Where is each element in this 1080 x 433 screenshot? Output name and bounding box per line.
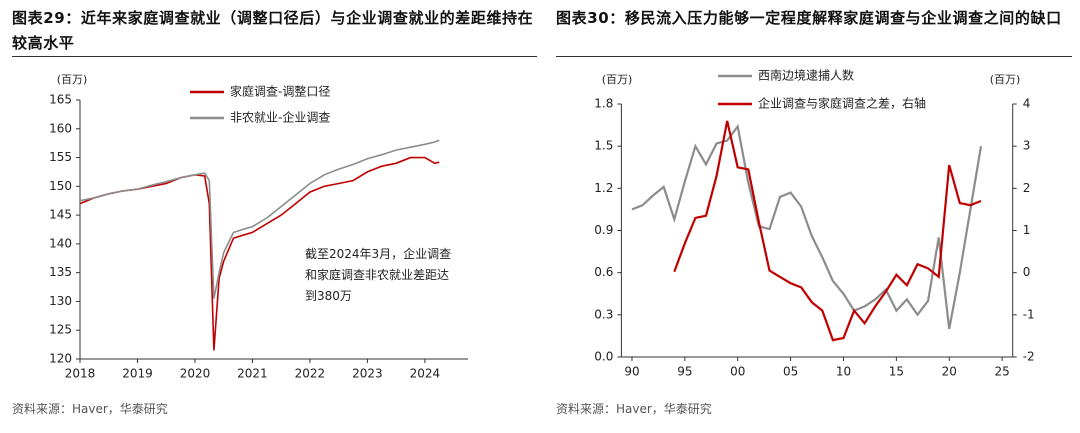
y-tick-label: 0.0 — [594, 350, 613, 364]
y2-tick-label: 1 — [1023, 223, 1031, 237]
x-tick-label: 20 — [942, 365, 957, 379]
x-tick-label: 2021 — [237, 367, 268, 381]
y-tick-label: 1.5 — [594, 139, 613, 153]
y2-axis-unit: (百万) — [990, 73, 1021, 86]
annotation: 截至2024年3月，企业调查和家庭调查非农就业差距达到380万 — [305, 247, 452, 303]
legend-label: 企业调查与家庭调查之差，右轴 — [758, 96, 926, 111]
y-tick-label: 160 — [49, 121, 72, 135]
source: 资料来源：Haver，华泰研究 — [556, 402, 712, 416]
y-axis-unit: (百万) — [602, 73, 633, 86]
y-tick-label: 0.9 — [594, 223, 613, 237]
chart-title: 图表29：近年来家庭调查就业（调整口径后）与企业调查就业的差距维持在较高水平 — [12, 6, 537, 57]
y-tick-label: 0.3 — [594, 307, 613, 321]
x-tick-label: 10 — [836, 365, 851, 379]
series-line — [631, 123, 983, 330]
series-line — [79, 156, 440, 351]
x-tick-label: 15 — [889, 365, 904, 379]
y2-tick-label: -1 — [1023, 307, 1035, 321]
x-tick-label: 2023 — [352, 367, 383, 381]
legend-label: 非农就业-企业调查 — [230, 110, 330, 125]
x-tick-label: 05 — [783, 365, 798, 379]
legend-label: 家庭调查-调整口径 — [230, 84, 330, 99]
y2-tick-label: 0 — [1023, 265, 1031, 279]
y-tick-label: 120 — [49, 352, 72, 366]
legend-label: 西南边境逮捕人数 — [758, 68, 854, 83]
source: 资料来源：Haver，华泰研究 — [12, 402, 168, 416]
x-tick-label: 25 — [994, 365, 1009, 379]
y-axis-unit: (百万) — [57, 73, 88, 86]
y-tick-label: 0.6 — [594, 265, 613, 279]
y-tick-label: 130 — [49, 294, 72, 308]
y-tick-label: 140 — [49, 236, 72, 250]
y-tick-label: 165 — [49, 93, 72, 107]
x-tick-label: 2020 — [180, 367, 211, 381]
y2-tick-label: 3 — [1023, 139, 1031, 153]
y2-tick-label: 4 — [1023, 97, 1031, 111]
x-tick-label: 2019 — [122, 367, 153, 381]
y-tick-label: 150 — [49, 179, 72, 193]
y-tick-label: 145 — [49, 208, 72, 222]
y2-tick-label: -2 — [1023, 350, 1035, 364]
y-tick-label: 1.2 — [594, 181, 613, 195]
y-tick-label: 155 — [49, 150, 72, 164]
x-tick-label: 2018 — [65, 367, 96, 381]
x-tick-label: 2024 — [410, 367, 441, 381]
x-tick-label: 95 — [677, 365, 692, 379]
y-tick-label: 1.8 — [594, 97, 613, 111]
x-tick-label: 00 — [730, 365, 745, 379]
y-tick-label: 125 — [49, 323, 72, 337]
series-line — [79, 139, 440, 299]
y-tick-label: 135 — [49, 265, 72, 279]
chart-title: 图表30：移民流入压力能够一定程度解释家庭调查与企业调查之间的缺口 — [556, 6, 1072, 57]
x-tick-label: 2022 — [295, 367, 326, 381]
x-tick-label: 90 — [624, 365, 639, 379]
y2-tick-label: 2 — [1023, 181, 1031, 195]
series-line — [673, 120, 982, 342]
